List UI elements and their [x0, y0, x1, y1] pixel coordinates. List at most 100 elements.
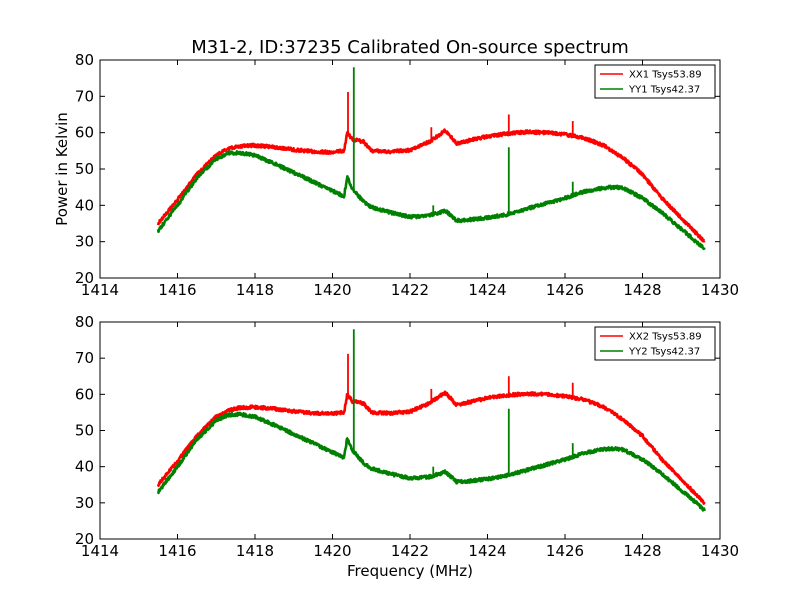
data-point: [409, 477, 411, 480]
data-point: [331, 413, 334, 415]
data-point: [227, 152, 229, 155]
data-point: [525, 392, 528, 395]
data-point: [583, 398, 586, 401]
data-point: [354, 400, 357, 403]
data-point: [428, 214, 431, 217]
data-point: [486, 397, 489, 399]
data-point: [292, 148, 295, 151]
data-point: [486, 216, 489, 219]
data-point: [506, 394, 508, 397]
data-point: [343, 195, 345, 198]
data-point: [447, 395, 450, 397]
data-point: [486, 135, 489, 138]
data-point: [370, 150, 373, 152]
data-point: [238, 413, 241, 416]
x-tick-label: 1424: [468, 281, 506, 299]
data-point: [331, 151, 334, 154]
legend: XX1 Tsys53.89 YY1 Tsys42.37: [594, 64, 716, 99]
data-point: [157, 483, 159, 486]
data-point: [331, 190, 334, 192]
data-point: [362, 462, 365, 464]
data-point: [444, 471, 446, 473]
data-point: [455, 142, 458, 145]
data-point: [227, 148, 229, 150]
data-point: [614, 447, 617, 450]
data-point: [506, 213, 508, 216]
y-tick-label: 50: [75, 422, 94, 440]
data-point: [455, 219, 458, 222]
data-point: [331, 451, 334, 454]
x-tick-label: 1428: [623, 281, 661, 299]
data-point: [564, 133, 566, 136]
data-point: [602, 406, 605, 408]
data-point: [455, 404, 458, 406]
legend-label: YY1 Tsys42.37: [628, 85, 700, 96]
legend-label: YY2 Tsys42.37: [628, 347, 700, 358]
x-tick-label: 1416: [158, 542, 196, 560]
y-tick-label: 30: [75, 233, 94, 251]
plot-area: [156, 67, 706, 251]
x-tick-label: 1420: [313, 281, 351, 299]
data-point: [362, 200, 365, 203]
data-point: [370, 206, 373, 208]
legend-box: [594, 326, 716, 361]
data-point: [254, 144, 256, 147]
y-tick-label: 70: [75, 349, 94, 367]
data-point: [680, 489, 683, 491]
data-point: [506, 474, 508, 477]
data-point: [176, 460, 179, 463]
data-point: [544, 131, 547, 134]
data-point: [215, 415, 218, 418]
x-tick-label: 1428: [623, 542, 661, 560]
x-tick-label: 1430: [701, 542, 739, 560]
data-point: [564, 458, 566, 461]
data-point: [680, 228, 683, 230]
data-point: [583, 452, 586, 454]
data-point: [455, 481, 458, 483]
x-tick-label: 1422: [391, 281, 429, 299]
data-point: [622, 418, 624, 421]
data-point: [544, 393, 547, 396]
y-tick-label: 40: [75, 196, 94, 214]
top-panel: 1414 1416 1418 1420 1422 1424 1426 1428 1430 20 30…: [53, 51, 739, 299]
x-tick-label: 1418: [236, 542, 274, 560]
data-point: [227, 414, 229, 416]
data-point: [641, 197, 644, 199]
data-point: [467, 401, 469, 404]
legend: XX2 Tsys53.89 YY2 Tsys42.37: [594, 326, 716, 361]
data-point: [641, 458, 644, 461]
data-point: [614, 186, 617, 188]
data-point: [544, 464, 547, 466]
data-point: [525, 208, 528, 210]
x-tick-label: 1420: [313, 542, 351, 560]
data-point: [176, 465, 179, 468]
data-point: [564, 395, 566, 397]
data-point: [346, 175, 349, 178]
y-tick-label: 20: [75, 530, 94, 548]
y-tick-label: 40: [75, 458, 94, 476]
data-point: [428, 140, 431, 143]
data-point: [389, 473, 392, 475]
data-point: [273, 408, 276, 410]
x-axis-label: Frequency (MHz): [347, 562, 473, 580]
data-point: [467, 139, 469, 142]
data-point: [680, 217, 683, 219]
x-tick-label: 1426: [546, 542, 584, 560]
data-point: [343, 456, 345, 459]
data-point: [196, 177, 198, 179]
y-tick-label: 80: [75, 313, 94, 331]
data-point: [622, 448, 624, 451]
y-tick-label: 80: [75, 51, 94, 69]
data-point: [343, 150, 345, 152]
data-point: [444, 209, 446, 212]
data-point: [544, 202, 547, 205]
data-point: [238, 145, 241, 147]
data-point: [349, 397, 351, 399]
data-point: [447, 212, 450, 215]
data-point: [467, 219, 469, 221]
data-point: [703, 248, 706, 250]
data-point: [215, 158, 218, 160]
data-point: [238, 406, 241, 409]
data-point: [602, 187, 605, 189]
